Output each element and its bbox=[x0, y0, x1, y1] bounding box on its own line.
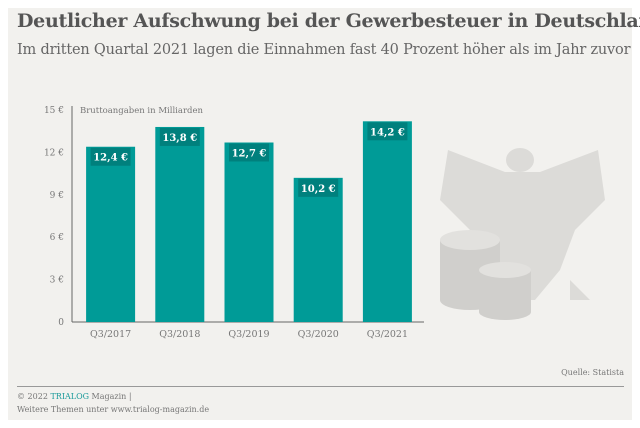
data-label-box bbox=[90, 147, 131, 166]
y-tick-label: 15 € bbox=[44, 106, 64, 116]
data-label-box bbox=[159, 127, 200, 146]
bar bbox=[224, 142, 274, 322]
bar bbox=[293, 177, 343, 322]
bar bbox=[362, 121, 412, 322]
y-tick-label: 9 € bbox=[50, 191, 64, 201]
y-tick-label: 6 € bbox=[50, 233, 64, 243]
x-tick-label: Q3/2020 bbox=[298, 329, 339, 340]
data-label-box bbox=[367, 122, 408, 141]
data-label: 10,2 € bbox=[301, 184, 336, 195]
data-label: 14,2 € bbox=[370, 127, 405, 138]
y-tick-label: 0 bbox=[58, 318, 64, 328]
bar bbox=[86, 146, 136, 322]
x-tick-label: Q3/2019 bbox=[228, 329, 269, 340]
data-label-box bbox=[298, 178, 339, 197]
magazine-text: Magazin | bbox=[89, 392, 132, 401]
x-tick-label: Q3/2018 bbox=[159, 329, 200, 340]
y-tick-label: 3 € bbox=[50, 276, 64, 286]
bar bbox=[155, 126, 205, 323]
eagle-coins-illustration bbox=[440, 148, 605, 320]
data-label: 12,7 € bbox=[232, 149, 267, 160]
footer-divider bbox=[17, 386, 624, 387]
data-label: 12,4 € bbox=[93, 153, 128, 164]
footer-more-link[interactable]: Weitere Themen unter www.trialog-magazin… bbox=[17, 405, 210, 414]
x-tick-label: Q3/2017 bbox=[90, 329, 131, 340]
chart-title: Deutlicher Aufschwung bei der Gewerbeste… bbox=[17, 10, 640, 32]
chart-subtitle: Im dritten Quartal 2021 lagen die Einnah… bbox=[17, 42, 631, 58]
y-tick-label: 12 € bbox=[44, 148, 64, 158]
data-label-box bbox=[229, 143, 269, 162]
brand-name: TRIALOG bbox=[50, 392, 90, 401]
copyright-text: © 2022 bbox=[17, 392, 51, 401]
data-label: 13,8 € bbox=[162, 133, 197, 144]
footer-copyright: © 2022 TRIALOG Magazin | bbox=[17, 392, 132, 401]
x-tick-label: Q3/2021 bbox=[367, 329, 408, 340]
source-note: Quelle: Statista bbox=[561, 368, 624, 377]
unit-note: Bruttoangaben in Milliarden bbox=[80, 106, 204, 116]
